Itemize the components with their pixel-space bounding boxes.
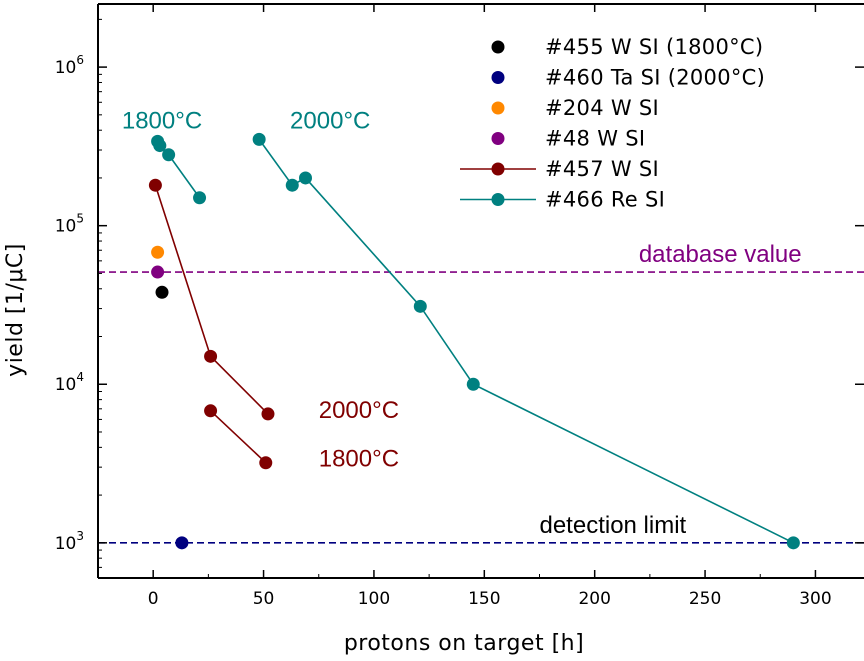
series-line [154,184,269,415]
series-line [210,410,267,464]
data-point [252,132,266,146]
x-tick-label: 100 [358,589,390,609]
legend-marker [491,193,505,206]
y-tick-label: 106 [55,53,84,78]
x-tick-label: 50 [253,589,275,609]
y-tick-label: 105 [55,212,84,237]
data-point [204,349,218,363]
data-point [285,178,299,192]
data-point [162,148,176,162]
data-point [175,536,189,550]
legend-label: #460 Ta SI (2000°C) [545,66,765,90]
x-tick-label: 150 [468,589,500,609]
data-point [413,299,427,313]
data-point [148,178,162,192]
data-point [204,404,218,418]
legend-marker [491,132,505,145]
data-point [786,536,800,550]
data-point [151,265,165,279]
legend-marker [491,162,505,176]
y-tick-label: 104 [55,370,84,395]
legend-label: #455 W SI (1800°C) [545,35,763,59]
annotation-label: 1800°C [122,108,202,135]
annotation-label: 1800°C [319,446,399,473]
legend-marker [491,71,505,84]
legend-label: #466 Re SI [545,188,665,212]
x-tick-label: 200 [578,589,610,609]
data-point [261,407,275,421]
reference-line-label: detection limit [539,512,686,539]
y-axis-title: yield [1/μC] [3,243,28,377]
data-point [155,285,169,299]
annotation-label: 2000°C [290,108,370,135]
reference-line-label: database value [639,241,802,268]
legend-label: #204 W SI [545,96,659,120]
data-point [153,139,167,153]
x-tick-label: 300 [799,589,831,609]
legend-marker [491,101,505,115]
x-axis-title: protons on target [h] [344,631,584,656]
legend-marker [491,40,505,54]
y-tick-label: 103 [55,529,84,554]
x-tick-label: 250 [689,589,721,609]
annotation-label: 2000°C [319,397,399,424]
data-point [259,456,273,470]
data-point [193,191,207,205]
x-tick-label: 0 [148,589,159,609]
data-point [151,245,165,259]
series-line [258,138,794,544]
data-point [466,377,480,391]
legend-label: #457 W SI [545,157,659,181]
legend-label: #48 W SI [545,127,645,151]
data-point [299,171,313,185]
